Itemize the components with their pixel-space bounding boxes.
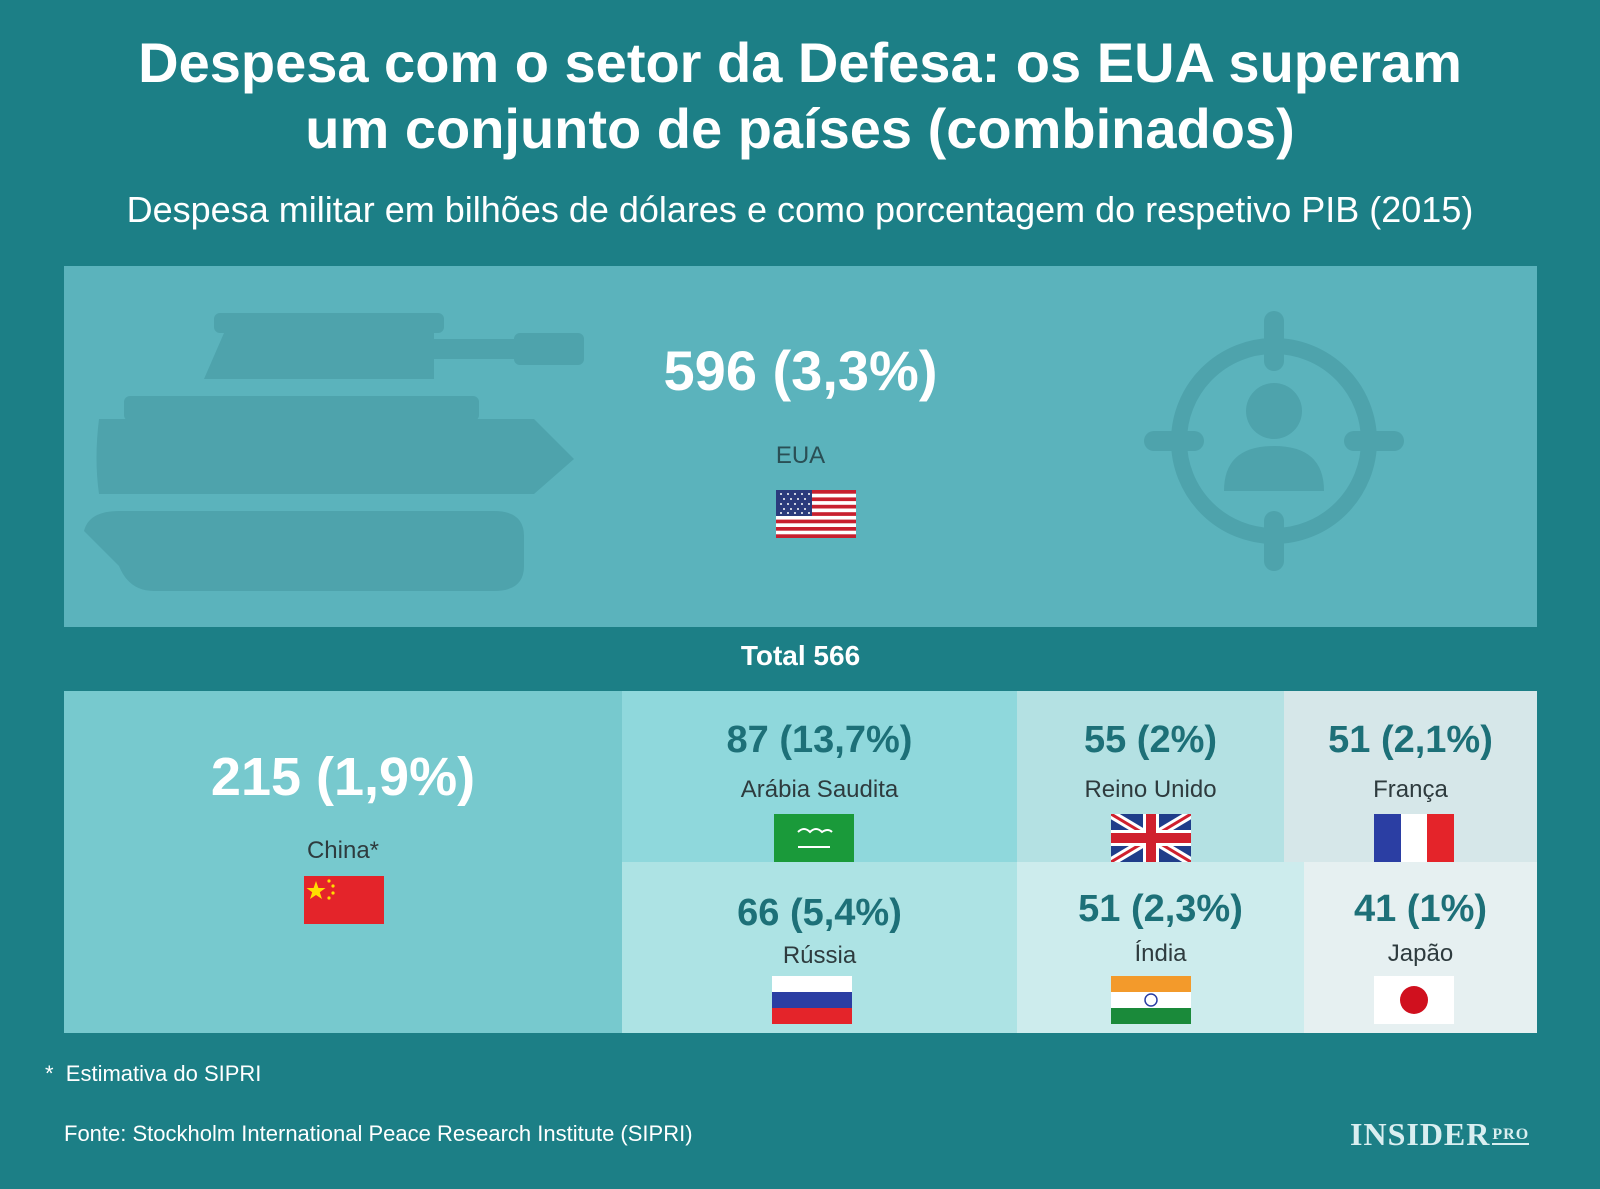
source-note: Fonte: Stockholm International Peace Res… (64, 1121, 693, 1146)
saudi-value: 87 (13,7%) (726, 719, 913, 761)
treemap-cell-france: 51 (2,1%) França (1284, 691, 1537, 862)
total-label: Total 566 (740, 640, 861, 671)
japan-name: Japão (1387, 940, 1454, 967)
france-name: França (1373, 776, 1448, 803)
saudi-flag-icon (774, 814, 854, 862)
tank-icon (84, 313, 584, 591)
title-line-1: Despesa com o setor da Defesa: os EUA su… (138, 31, 1462, 94)
treemap-cell-china: 215 (1,9%) China* (64, 691, 622, 1033)
russia-flag-icon (772, 976, 852, 1024)
saudi-name: Arábia Saudita (740, 776, 899, 803)
treemap-cell-india: 51 (2,3%) Índia (1017, 862, 1304, 1033)
brand-logo: INSIDER PRO (1350, 1116, 1530, 1153)
title-line-2: um conjunto de países (combinados) (305, 97, 1295, 160)
treemap-cell-russia: 66 (5,4%) Rússia (622, 862, 1017, 1033)
footnote: * Estimativa do SIPRI (45, 1061, 262, 1086)
brand-suffix: PRO (1492, 1126, 1530, 1145)
uk-flag-icon (1111, 814, 1191, 862)
china-flag-icon (304, 876, 384, 924)
brand-name: INSIDER (1350, 1116, 1491, 1152)
russia-value: 66 (5,4%) (737, 892, 902, 934)
treemap-cell-uk: 55 (2%) Reino Unido (1017, 691, 1284, 862)
uk-value: 55 (2%) (1083, 719, 1218, 761)
russia-name: Rússia (782, 942, 857, 969)
japan-value: 41 (1%) (1353, 888, 1488, 930)
france-value: 51 (2,1%) (1328, 719, 1493, 761)
china-name: China* (306, 837, 380, 864)
india-flag-icon (1111, 976, 1191, 1024)
india-value: 51 (2,3%) (1078, 888, 1243, 930)
chart-subtitle: Despesa militar em bilhões de dólares e … (126, 189, 1474, 230)
uk-name: Reino Unido (1084, 776, 1217, 803)
usa-value: 596 (3,3%) (663, 339, 938, 402)
china-value: 215 (1,9%) (210, 747, 476, 807)
usa-name: EUA (775, 442, 826, 469)
target-person-icon (1144, 311, 1404, 571)
japan-flag-icon (1374, 976, 1454, 1024)
treemap-cell-japan: 41 (1%) Japão (1304, 862, 1537, 1033)
treemap-cell-saudi-arabia: 87 (13,7%) Arábia Saudita (622, 691, 1017, 862)
chart-title: Despesa com o setor da Defesa: os EUA su… (0, 30, 1600, 162)
usa-flag-icon (776, 490, 856, 538)
france-flag-icon (1374, 814, 1454, 862)
treemap-cell-usa: 596 (3,3%) EUA (64, 266, 1537, 627)
india-name: Índia (1134, 940, 1187, 967)
